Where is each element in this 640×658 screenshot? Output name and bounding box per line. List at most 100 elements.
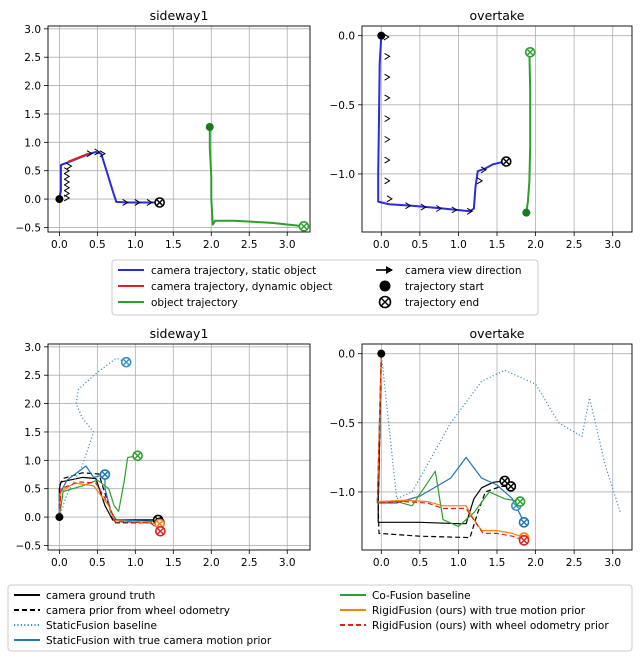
x-tick-label: 2.0: [203, 557, 220, 569]
plot-area: [376, 349, 621, 546]
end-marker-cross: [134, 452, 142, 460]
end-marker-cross: [526, 48, 534, 56]
series-line: [58, 481, 161, 532]
x-tick-label: 1.0: [450, 239, 467, 251]
y-tick-label: 0.0: [338, 31, 355, 43]
x-tick-label: 0.5: [89, 557, 106, 569]
chart-title: sideway1: [150, 8, 209, 23]
x-tick-label: 1.0: [450, 557, 467, 569]
start-marker: [55, 513, 64, 522]
end-marker-cross: [156, 527, 164, 535]
view-arrow: [384, 115, 391, 123]
x-tick-label: 1.5: [489, 239, 506, 251]
end-marker: [154, 197, 165, 208]
end-marker-cross: [101, 471, 109, 479]
y-tick-label: 0.5: [24, 166, 41, 178]
end-marker: [298, 221, 310, 232]
chart-panel-1: 0.0 0.5 1.0 1.5 2.0 2.5 3.0 −0.5 0.0 0.5 1.0 1.5 2.0…: [16, 8, 311, 251]
view-arrow: [476, 177, 484, 185]
view-arrow: [466, 207, 474, 215]
end-marker-cross: [156, 520, 164, 528]
x-tick-label: 1.5: [165, 239, 182, 251]
view-arrow: [480, 166, 488, 174]
end-marker-cross: [516, 498, 524, 506]
legend-label: RigidFusion (ours) with wheel odometry p…: [372, 620, 609, 632]
y-tick-label: −0.5: [16, 222, 42, 234]
y-tick-label: −1.0: [330, 487, 356, 499]
x-tick-label: 2.5: [241, 239, 258, 251]
x-tick-label: 0.0: [51, 239, 68, 251]
view-arrow: [383, 33, 390, 41]
plot-frame: [361, 25, 633, 233]
end-marker: [518, 517, 530, 528]
series-line: [208, 127, 305, 228]
x-tick-label: 1.0: [127, 239, 144, 251]
plot-frame: [361, 343, 633, 551]
legend-label: trajectory end: [405, 297, 479, 309]
view-arrow: [384, 52, 391, 60]
y-tick-label: 2.0: [24, 81, 41, 93]
legend-label: camera trajectory, static object: [151, 265, 316, 277]
legend-box: [111, 259, 539, 316]
y-tick-label: −0.5: [330, 418, 356, 430]
end-marker: [524, 46, 536, 58]
view-arrow: [451, 206, 458, 214]
x-tick-label: 0.0: [51, 557, 68, 569]
x-tick-label: 1.5: [165, 557, 182, 569]
end-marker: [132, 450, 143, 462]
view-arrow: [99, 150, 106, 158]
series-line: [376, 353, 525, 523]
legend-label: RigidFusion (ours) with true motion prio…: [372, 605, 586, 617]
chart-panel-4: 0.0 0.5 1.0 1.5 2.0 2.5 3.0 −1.0 −0.5 0.0 overtake: [330, 326, 633, 569]
start-marker: [377, 31, 386, 40]
x-tick-label: 3.0: [604, 557, 621, 569]
start-marker: [55, 195, 64, 204]
end-marker-cross: [501, 477, 509, 485]
view-arrow: [63, 189, 71, 197]
legend-label: camera trajectory, dynamic object: [151, 281, 332, 293]
legend-label: StaticFusion baseline: [46, 620, 157, 632]
end-marker: [518, 535, 530, 546]
x-tick-label: 2.0: [203, 239, 220, 251]
start-marker: [205, 123, 214, 132]
x-tick-label: 2.0: [527, 557, 544, 569]
end-marker: [155, 525, 166, 537]
view-arrow: [384, 135, 391, 143]
plot-frame: [47, 25, 311, 233]
y-tick-label: 0.0: [338, 349, 355, 361]
end-marker-cross: [502, 157, 510, 165]
x-tick-label: 0.5: [412, 557, 429, 569]
end-marker: [120, 356, 132, 368]
y-tick-label: −0.5: [330, 100, 356, 112]
x-tick-label: 1.5: [489, 557, 506, 569]
view-arrow: [63, 167, 71, 175]
chart-title: overtake: [470, 8, 525, 23]
y-tick-label: −1.0: [330, 169, 356, 181]
end-marker-cross: [122, 358, 130, 366]
x-tick-label: 3.0: [279, 557, 296, 569]
x-tick-label: 0.5: [89, 239, 106, 251]
legend-label: camera view direction: [405, 265, 522, 277]
plot-area: [55, 356, 166, 537]
view-arrow: [420, 203, 427, 211]
chart-panel-2: 0.0 0.5 1.0 1.5 2.0 2.5 3.0 −1.0 −0.5 0.0 overtake: [330, 8, 633, 251]
legend-label: StaticFusion with true camera motion pri…: [46, 635, 272, 647]
view-arrow: [63, 178, 71, 186]
view-arrow: [63, 172, 71, 180]
plot-area: [377, 31, 536, 217]
end-marker-cross: [520, 518, 528, 526]
x-tick-label: 0.0: [373, 239, 390, 251]
y-tick-label: 1.0: [24, 137, 41, 149]
plot-area: [55, 123, 310, 232]
legend-bottom: camera ground truth camera prior from whe…: [7, 584, 633, 652]
y-tick-label: 0.0: [24, 194, 41, 206]
x-tick-label: 0.0: [373, 557, 390, 569]
view-arrow: [405, 202, 412, 210]
y-tick-label: 0.5: [24, 484, 41, 496]
series-line: [58, 455, 138, 518]
series-line: [68, 152, 89, 163]
x-tick-label: 2.5: [566, 239, 583, 251]
end-marker-cross: [300, 222, 308, 230]
x-tick-label: 2.5: [241, 557, 258, 569]
